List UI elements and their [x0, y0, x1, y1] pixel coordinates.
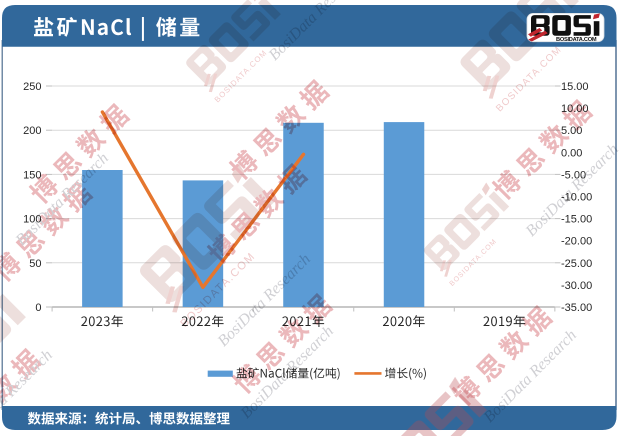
- svg-text:BOSIDATA.COM: BOSIDATA.COM: [556, 37, 597, 43]
- svg-text:100: 100: [23, 214, 41, 226]
- svg-text:-20.00: -20.00: [561, 236, 592, 248]
- svg-text:50: 50: [29, 258, 41, 270]
- svg-text:0.00: 0.00: [561, 147, 582, 159]
- svg-text:150: 150: [23, 169, 41, 181]
- svg-text:-15.00: -15.00: [561, 214, 592, 226]
- svg-text:-30.00: -30.00: [561, 280, 592, 292]
- svg-text:-25.00: -25.00: [561, 258, 592, 270]
- svg-text:-5.00: -5.00: [561, 169, 586, 181]
- svg-text:-10.00: -10.00: [561, 192, 592, 204]
- svg-text:250: 250: [23, 81, 41, 93]
- svg-text:0: 0: [35, 302, 41, 314]
- svg-text:15.00: 15.00: [561, 81, 589, 93]
- svg-text:-35.00: -35.00: [561, 302, 592, 314]
- svg-text:200: 200: [23, 125, 41, 137]
